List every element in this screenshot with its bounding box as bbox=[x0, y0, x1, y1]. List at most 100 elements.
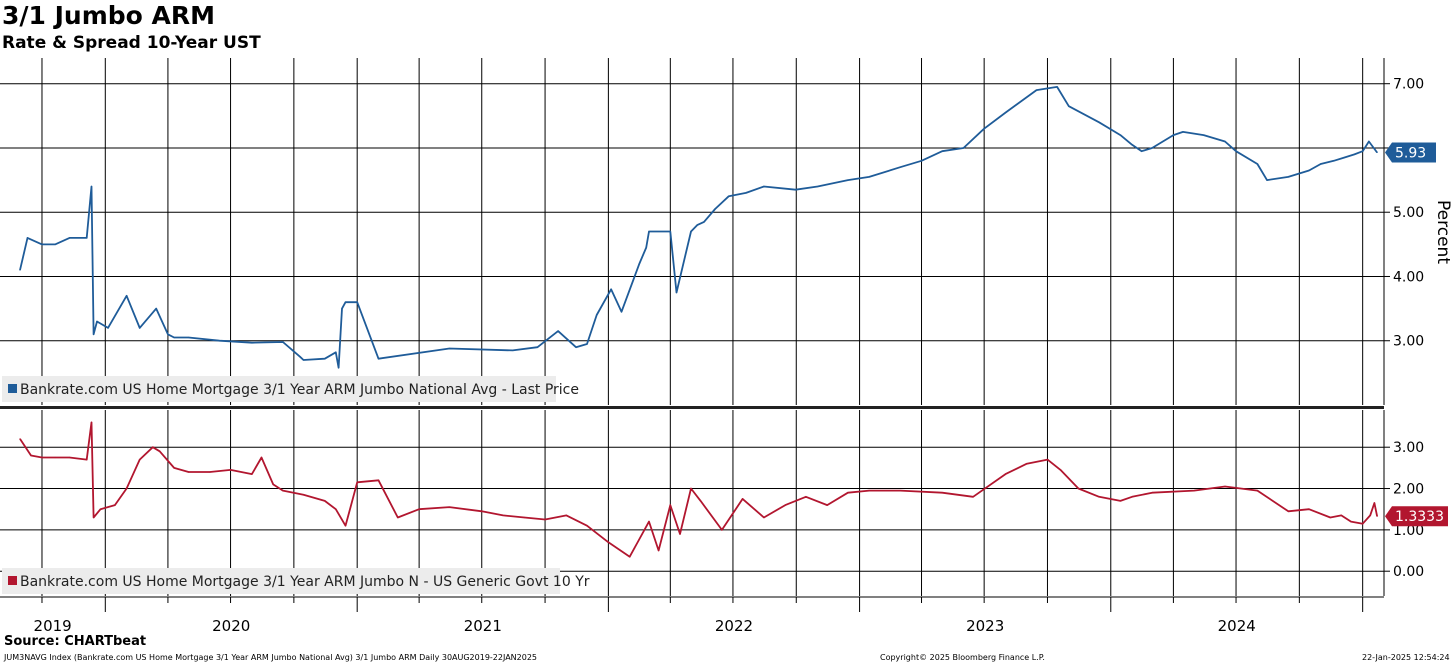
data-point bbox=[847, 179, 849, 181]
data-point bbox=[745, 192, 747, 194]
data-point bbox=[155, 308, 157, 310]
data-point bbox=[1119, 134, 1122, 136]
data-point bbox=[126, 487, 128, 490]
data-point bbox=[1266, 179, 1268, 181]
x-year-label: 2020 bbox=[212, 617, 250, 635]
data-point bbox=[1119, 500, 1122, 502]
data-point bbox=[377, 479, 380, 481]
timestamp: 22-Jan-2025 12:54:24 bbox=[1362, 653, 1450, 662]
data-point bbox=[502, 514, 504, 517]
x-year-label: 2021 bbox=[464, 617, 502, 635]
data-point bbox=[139, 459, 141, 461]
data-point bbox=[629, 556, 631, 558]
data-point bbox=[1368, 140, 1370, 143]
data-point bbox=[173, 336, 175, 339]
data-point bbox=[586, 525, 588, 527]
data-point bbox=[1362, 523, 1364, 525]
data-point bbox=[1343, 157, 1345, 159]
last-value-tag-1 bbox=[1385, 506, 1448, 527]
last-value-label-0: 5.93 bbox=[1395, 145, 1426, 161]
data-point bbox=[1350, 521, 1352, 523]
data-point bbox=[54, 243, 56, 245]
data-point bbox=[899, 490, 901, 492]
data-point bbox=[19, 269, 21, 271]
data-point bbox=[868, 490, 870, 492]
data-point bbox=[1141, 150, 1143, 152]
data-point bbox=[1151, 147, 1153, 149]
copyright-note: Copyright© 2025 Bloomberg Finance L.P. bbox=[880, 653, 1045, 662]
data-point bbox=[187, 336, 190, 339]
data-point bbox=[348, 512, 350, 514]
data-point bbox=[299, 356, 301, 358]
data-point bbox=[324, 500, 326, 502]
data-point bbox=[1059, 469, 1062, 471]
data-point bbox=[763, 185, 765, 188]
legend-swatch-0 bbox=[8, 384, 17, 393]
data-point bbox=[1182, 131, 1184, 133]
data-point bbox=[645, 246, 647, 249]
data-point bbox=[899, 166, 901, 168]
data-point bbox=[700, 500, 702, 502]
data-point bbox=[152, 446, 154, 448]
data-point bbox=[397, 516, 399, 519]
data-point bbox=[1340, 514, 1342, 517]
data-point bbox=[1203, 134, 1205, 136]
chart-title: 3/1 Jumbo ARM bbox=[2, 1, 216, 30]
data-point bbox=[344, 301, 347, 303]
data-point bbox=[620, 311, 623, 313]
data-point bbox=[728, 195, 730, 197]
data-point bbox=[1068, 105, 1070, 107]
data-point bbox=[1004, 112, 1007, 114]
data-point bbox=[794, 189, 797, 191]
data-point bbox=[658, 549, 660, 552]
data-point bbox=[679, 533, 681, 535]
data-point bbox=[139, 327, 141, 329]
data-point bbox=[68, 237, 71, 239]
data-point bbox=[260, 456, 263, 459]
data-point bbox=[1308, 508, 1310, 510]
data-point bbox=[167, 333, 169, 335]
last-value-tag-0 bbox=[1385, 142, 1436, 163]
data-point bbox=[1098, 121, 1100, 123]
data-point bbox=[575, 346, 577, 348]
data-point bbox=[920, 160, 923, 162]
data-point bbox=[690, 230, 692, 233]
data-point bbox=[972, 496, 974, 498]
data-point bbox=[209, 471, 211, 473]
data-point bbox=[251, 342, 253, 344]
data-point bbox=[941, 492, 943, 494]
data-point bbox=[99, 508, 102, 510]
series-line-1 bbox=[19, 421, 1378, 558]
data-point bbox=[675, 291, 678, 294]
series-description: JUM3NAVG Index (Bankrate.com US Home Mor… bbox=[4, 653, 538, 662]
y-tick-label: 0.00 bbox=[1393, 564, 1424, 580]
x-year-label: 2024 bbox=[1218, 617, 1256, 635]
data-point bbox=[565, 514, 568, 517]
x-year-label: 2022 bbox=[715, 617, 753, 635]
data-point bbox=[338, 367, 340, 369]
y-tick-label: 7.00 bbox=[1393, 77, 1424, 93]
data-point bbox=[377, 358, 380, 360]
data-point bbox=[173, 467, 175, 469]
data-point bbox=[703, 221, 705, 223]
y-tick-label: 2.00 bbox=[1393, 482, 1424, 498]
data-point bbox=[648, 230, 650, 233]
data-point bbox=[805, 496, 807, 498]
data-point bbox=[1193, 490, 1195, 492]
data-point bbox=[1376, 151, 1378, 154]
data-point bbox=[1369, 514, 1371, 517]
data-point bbox=[114, 504, 116, 506]
y-tick-label: 1.00 bbox=[1393, 523, 1424, 539]
legend-swatch-1 bbox=[8, 576, 17, 585]
data-point bbox=[721, 529, 723, 531]
data-point bbox=[30, 454, 32, 457]
last-value-label-1: 1.3333 bbox=[1395, 509, 1444, 525]
data-point bbox=[282, 341, 284, 343]
data-point bbox=[1077, 487, 1080, 490]
data-point bbox=[868, 176, 870, 178]
y-tick-label: 5.00 bbox=[1393, 205, 1424, 221]
data-point bbox=[107, 327, 109, 329]
data-point bbox=[1098, 496, 1100, 498]
data-point bbox=[1151, 492, 1153, 494]
